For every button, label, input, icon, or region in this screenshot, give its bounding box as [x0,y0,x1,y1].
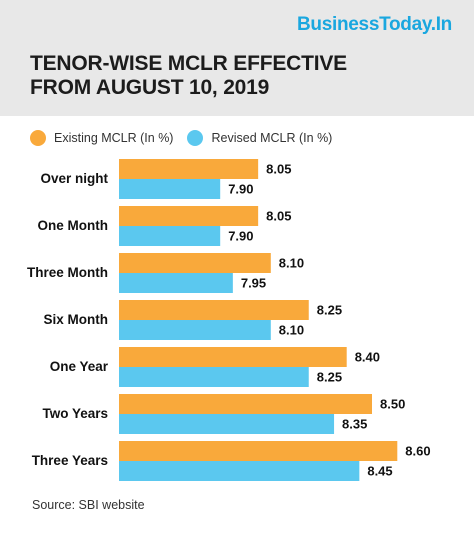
bar-existing-three-month [119,253,271,273]
legend-item-revised: Revised MCLR (In %) [187,130,332,146]
bar-revised-over-night [119,179,221,199]
value-label-revised-six-month: 8.10 [279,323,304,338]
bar-revised-three-years [119,461,360,481]
value-label-revised-three-years: 8.45 [367,464,392,479]
value-label-existing-six-month: 8.25 [317,303,342,318]
bar-existing-one-month [119,206,259,226]
bar-revised-two-years [119,414,335,434]
category-label-three-years: Three Years [32,453,108,468]
source-note: Source: SBI website [32,498,145,512]
legend-swatch-existing [30,130,46,146]
legend-swatch-revised [187,130,204,146]
brand-logo: BusinessToday.In [297,14,452,35]
bar-existing-over-night [119,159,259,179]
category-label-three-month: Three Month [27,265,108,280]
value-label-existing-one-year: 8.40 [355,350,380,365]
category-label-two-years: Two Years [42,406,108,421]
bar-revised-one-year [119,367,309,387]
header-banner: BusinessToday.In TENOR-WISE MCLR EFFECTI… [0,0,474,116]
bar-revised-three-month [119,273,233,293]
value-label-revised-three-month: 7.95 [241,276,266,291]
bar-revised-one-month [119,226,221,246]
category-label-one-year: One Year [50,359,109,374]
category-label-six-month: Six Month [44,312,109,327]
value-label-revised-one-year: 8.25 [317,370,342,385]
legend-label-revised: Revised MCLR (In %) [211,131,333,145]
legend-label-existing: Existing MCLR (In %) [54,131,174,145]
chart-title: TENOR-WISE MCLR EFFECTIVE FROM AUGUST 10… [30,52,450,100]
bar-revised-six-month [119,320,271,340]
value-label-existing-three-years: 8.60 [405,444,430,459]
category-label-over-night: Over night [40,171,108,186]
bar-existing-three-years [119,441,398,461]
value-label-existing-three-month: 8.10 [279,256,304,271]
bar-existing-two-years [119,394,372,414]
value-label-existing-over-night: 8.05 [266,162,291,177]
value-label-revised-over-night: 7.90 [228,182,253,197]
value-label-revised-one-month: 7.90 [228,229,253,244]
value-label-revised-two-years: 8.35 [342,417,367,432]
bar-existing-six-month [119,300,309,320]
chart-title-line-1: TENOR-WISE MCLR EFFECTIVE [30,52,347,75]
value-label-existing-one-month: 8.05 [266,209,291,224]
bar-existing-one-year [119,347,347,367]
category-label-one-month: One Month [38,218,109,233]
legend-item-existing: Existing MCLR (In %) [30,130,173,146]
value-label-existing-two-years: 8.50 [380,397,405,412]
chart-legend: Existing MCLR (In %) Revised MCLR (In %) [30,128,346,148]
chart-title-line-2: FROM AUGUST 10, 2019 [30,76,270,99]
